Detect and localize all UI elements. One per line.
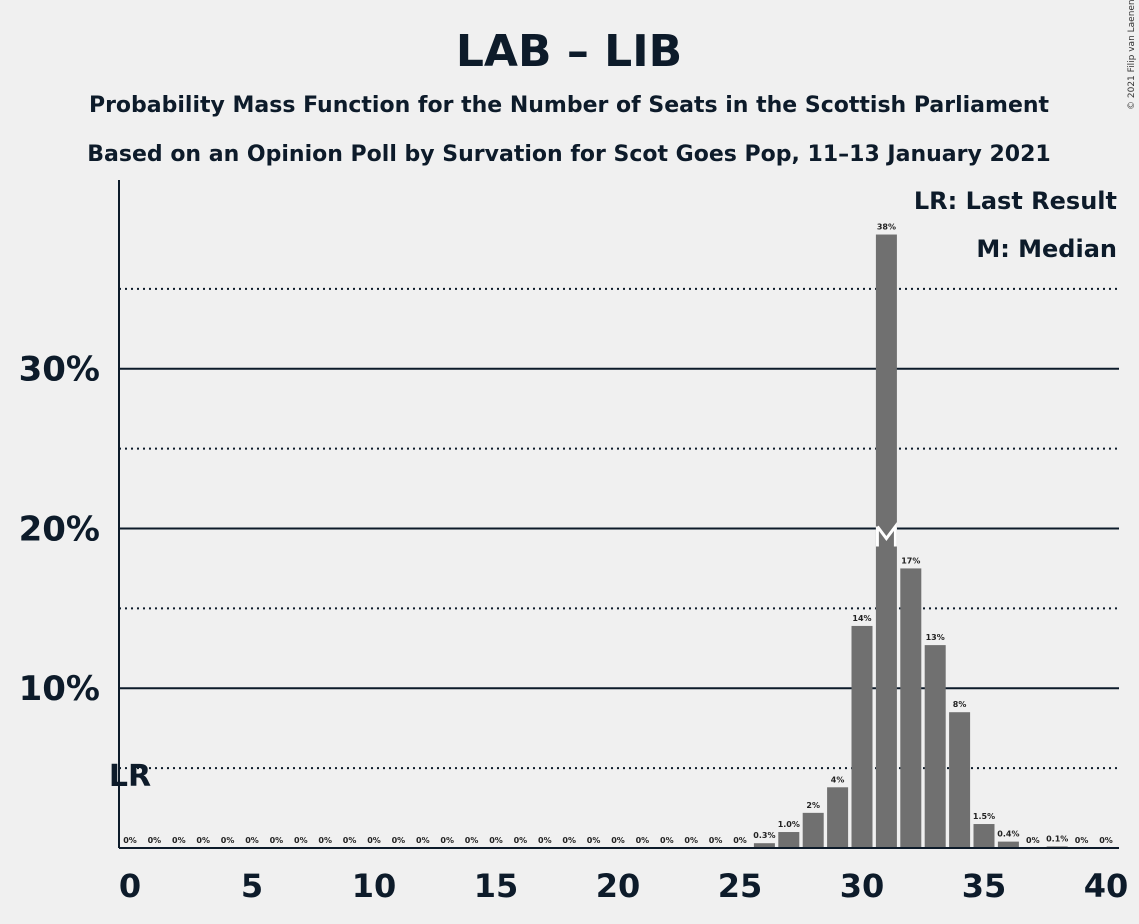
y-tick-label: 10% xyxy=(19,669,100,709)
bar-value-label: 1.0% xyxy=(778,820,800,829)
bar xyxy=(802,812,824,848)
x-tick-label: 35 xyxy=(962,867,1007,905)
legend-median: M: Median xyxy=(976,235,1117,263)
bar xyxy=(753,843,775,848)
bar-value-label: 0% xyxy=(172,836,186,845)
markers: LR xyxy=(109,521,897,794)
bar xyxy=(973,824,995,848)
x-tick-label: 20 xyxy=(596,867,641,905)
bar-value-label: 17% xyxy=(901,556,920,565)
bar-value-label: 0% xyxy=(318,836,332,845)
bar-value-label: 0% xyxy=(489,836,503,845)
bar-value-label: 0% xyxy=(294,836,308,845)
bar-value-label: 0% xyxy=(709,836,723,845)
bars xyxy=(753,234,1068,849)
bar xyxy=(851,625,873,848)
bar-value-label: 0% xyxy=(684,836,698,845)
bar-value-label: 0% xyxy=(123,836,137,845)
bar-value-label: 8% xyxy=(953,700,967,709)
grid-lines: 10% 20% 30% xyxy=(19,287,1119,770)
bar-value-label: 0% xyxy=(270,836,284,845)
chart-subtitle-1: Probability Mass Function for the Number… xyxy=(89,93,1050,118)
bar-value-label: 0% xyxy=(440,836,454,845)
bar-value-label: 0% xyxy=(1075,836,1089,845)
bar-value-label: 0% xyxy=(733,836,747,845)
bar-value-label: 0% xyxy=(196,836,210,845)
bar xyxy=(924,645,946,848)
bar-value-label: 0.3% xyxy=(753,831,775,840)
bar-value-label: 0% xyxy=(562,836,576,845)
x-tick-label: 15 xyxy=(474,867,519,905)
y-tick-label: 20% xyxy=(19,509,100,549)
bar-value-label: 0% xyxy=(538,836,552,845)
bar-value-label: 14% xyxy=(852,614,871,623)
bar-value-label: 0% xyxy=(514,836,528,845)
chart-subtitle-2: Based on an Opinion Poll by Survation fo… xyxy=(87,142,1050,167)
bar-value-label: 0% xyxy=(221,836,235,845)
last-result-marker: LR xyxy=(109,759,151,794)
bar-value-label: 2% xyxy=(806,801,820,810)
bar xyxy=(778,832,800,848)
bar xyxy=(949,712,971,848)
bar-value-label: 0% xyxy=(611,836,625,845)
x-tick-label: 25 xyxy=(718,867,763,905)
bar-value-label: 0% xyxy=(587,836,601,845)
x-tick-label: 30 xyxy=(840,867,885,905)
bar-value-label: 0% xyxy=(148,836,162,845)
x-tick-label: 40 xyxy=(1084,867,1129,905)
bar-value-label: 38% xyxy=(877,223,896,232)
bar-value-label: 13% xyxy=(926,633,945,642)
bar-value-label: 0% xyxy=(343,836,357,845)
median-marker xyxy=(875,521,897,547)
bar xyxy=(827,787,849,848)
bar-value-label: 0% xyxy=(392,836,406,845)
bar-value-label: 0% xyxy=(416,836,430,845)
bar-value-label: 0% xyxy=(1099,836,1113,845)
legend-last-result: LR: Last Result xyxy=(914,187,1117,215)
bar-value-label: 0% xyxy=(367,836,381,845)
bar-value-label: 0% xyxy=(465,836,479,845)
x-tick-label: 0 xyxy=(119,867,141,905)
bar-value-label: 1.5% xyxy=(973,812,995,821)
bar-value-label: 0% xyxy=(245,836,259,845)
bar-value-label: 0% xyxy=(1026,836,1040,845)
bar xyxy=(997,841,1019,848)
bar-value-label: 4% xyxy=(831,775,845,784)
bar-value-label: 0% xyxy=(636,836,650,845)
y-tick-label: 30% xyxy=(19,350,100,390)
bar xyxy=(900,568,922,848)
bar-value-label: 0% xyxy=(660,836,674,845)
bar-value-label: 0.1% xyxy=(1046,834,1068,843)
bar xyxy=(875,234,897,849)
chart-title: LAB – LIB xyxy=(456,26,682,77)
bar-value-label: 0.4% xyxy=(997,830,1019,839)
x-tick-label: 10 xyxy=(352,867,397,905)
bar-labels: 0% 0% 0% 0% 0% 0% 0% 0% 0% 0% 0% 0% 0% 0% 0% 0% 0% 0% 0% 0%… xyxy=(123,223,1113,845)
copyright-text: © 2021 Filip van Laenen xyxy=(1127,0,1137,110)
axes: 0 5 10 15 20 25 30 35 40 xyxy=(118,180,1129,905)
x-tick-label: 5 xyxy=(241,867,263,905)
